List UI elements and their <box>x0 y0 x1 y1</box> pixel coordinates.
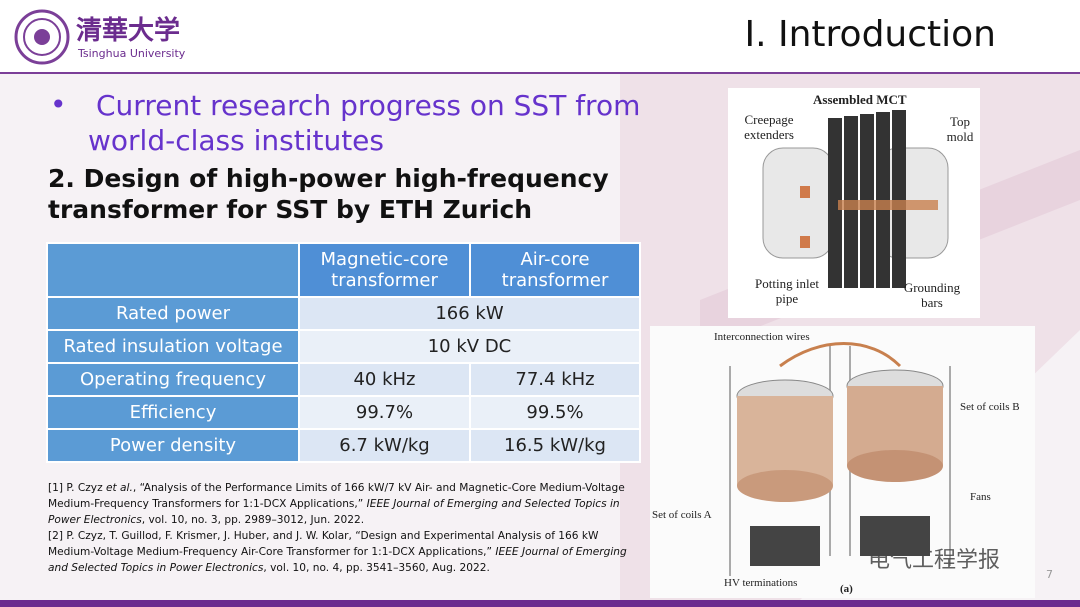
comparison-table: Magnetic-core transformer Air-core transf… <box>46 242 641 463</box>
reference-part: [2] P. Czyz, T. Guillod, F. Krismer, J. … <box>48 530 599 558</box>
header-cell: Magnetic-core transformer <box>298 242 471 298</box>
data-cell: 10 kV DC <box>298 329 641 364</box>
reference-part: IEEE Journal of Emerging and Selected To… <box>48 546 627 574</box>
slide-title: I. Introduction <box>744 14 996 55</box>
reference: [1] P. Czyz et al., “Analysis of the Per… <box>48 480 638 528</box>
figure-label: Grounding bars <box>903 280 961 310</box>
figure-label: Set of coils B <box>960 401 1020 413</box>
references: [1] P. Czyz et al., “Analysis of the Per… <box>48 480 638 576</box>
table-row: Rated insulation voltage 10 kV DC <box>46 329 641 364</box>
bullet-text: Current research progress on SST from wo… <box>88 89 641 157</box>
header-row: Magnetic-core transformer Air-core transf… <box>46 242 641 298</box>
data-cell: 166 kW <box>298 296 641 331</box>
figure-label: (a) <box>840 583 853 595</box>
figure-label: Fans <box>970 491 991 503</box>
reference-part: [1] P. Czyz <box>48 482 107 494</box>
figure-label: HV terminations <box>724 577 798 589</box>
header-cell <box>46 242 300 298</box>
act-drawing <box>729 342 951 576</box>
watermark: 电气工程学报 <box>868 548 1001 573</box>
reference-part: , vol. 10, no. 3, pp. 2989–3012, Jun. 20… <box>141 514 365 526</box>
table-row: Power density 6.7 kW/kg 16.5 kW/kg <box>46 428 641 463</box>
row-label: Power density <box>46 428 300 463</box>
table-row: Rated power 166 kW <box>46 296 641 331</box>
mct-drawing <box>762 110 949 288</box>
reference: [2] P. Czyz, T. Guillod, F. Krismer, J. … <box>48 528 638 576</box>
reference-part: , vol. 10, no. 4, pp. 3541–3560, Aug. 20… <box>263 562 490 574</box>
table-row: Efficiency 99.7% 99.5% <box>46 395 641 430</box>
row-label: Rated power <box>46 296 300 331</box>
logo-cn: 清華大学 <box>76 16 181 46</box>
data-cell: 99.5% <box>469 395 641 430</box>
reference-part: et al. <box>106 482 133 494</box>
figure-label: Creepage extenders <box>744 112 794 142</box>
section-subtitle: 2. Design of high-power high-frequency t… <box>48 164 609 224</box>
table-row: Operating frequency 40 kHz 77.4 kHz <box>46 362 641 397</box>
bullet-dot: • <box>50 88 67 121</box>
figure-label: Potting inlet pipe <box>755 276 819 306</box>
figure-mct: Assembled MCT Creepage extenders Top mol… <box>728 88 980 318</box>
figure-act: Interconnection wires Set of coils B Fan… <box>650 326 1035 598</box>
figure-label: Interconnection wires <box>714 331 810 343</box>
data-cell: 99.7% <box>298 395 471 430</box>
header-cell: Air-core transformer <box>469 242 641 298</box>
reference-part: IEEE Journal of Emerging and Selected To… <box>48 498 620 526</box>
logo-en: Tsinghua University <box>78 47 186 60</box>
data-cell: 16.5 kW/kg <box>469 428 641 463</box>
row-label: Rated insulation voltage <box>46 329 300 364</box>
figure-label: Set of coils A <box>652 509 712 521</box>
page-number: 7 <box>1046 568 1053 581</box>
data-cell: 77.4 kHz <box>469 362 641 397</box>
figure-title: Assembled MCT <box>813 92 907 107</box>
figure-label: Top mold <box>946 114 974 144</box>
data-cell: 40 kHz <box>298 362 471 397</box>
row-label: Operating frequency <box>46 362 300 397</box>
row-label: Efficiency <box>46 395 300 430</box>
data-cell: 6.7 kW/kg <box>298 428 471 463</box>
reference-part: , “Analysis of the Performance Limits of… <box>48 482 625 510</box>
